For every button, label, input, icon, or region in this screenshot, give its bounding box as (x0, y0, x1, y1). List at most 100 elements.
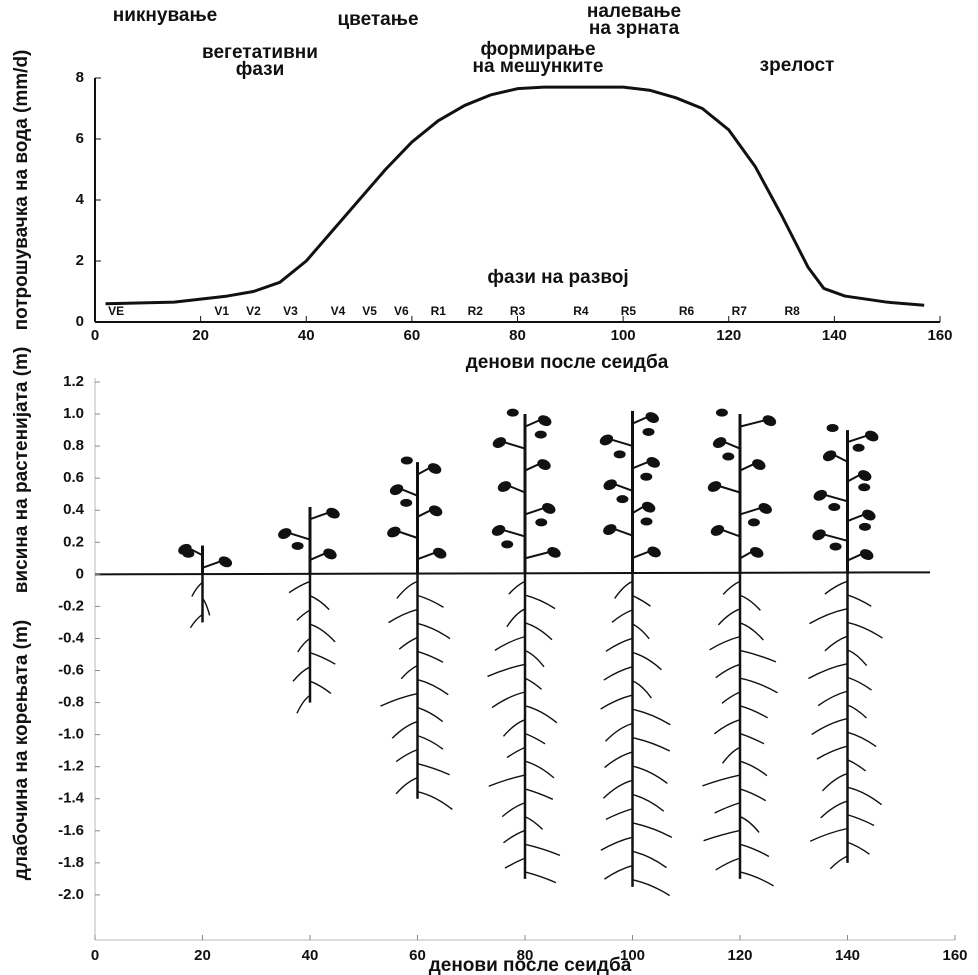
leaf-stalk (309, 512, 328, 521)
root-branch (721, 746, 741, 764)
root-branch (703, 829, 741, 842)
root-branch (391, 720, 418, 739)
phase-label: формирање (480, 39, 595, 60)
root-branch (189, 613, 203, 629)
stage-label: V3 (283, 304, 298, 318)
root-branch (309, 652, 336, 665)
root-branch (524, 677, 543, 690)
phase-label: зрелост (760, 55, 835, 76)
root-branch (632, 651, 662, 671)
root-branch (524, 594, 556, 610)
root-branch (400, 664, 418, 680)
root-branch (847, 676, 872, 691)
leaf (758, 503, 772, 514)
root-branch (503, 829, 526, 844)
leaf (858, 470, 872, 481)
phase-label: фази (236, 59, 285, 80)
leaf-stalk (632, 416, 647, 425)
y-tick-label: -0.2 (58, 597, 84, 614)
root-branch (614, 580, 633, 599)
stage-label: V2 (246, 304, 261, 318)
root-branch (739, 788, 767, 802)
root-branch (296, 609, 311, 621)
leaf (747, 518, 760, 527)
root-branch (632, 793, 665, 812)
x-tick-label: 60 (404, 327, 421, 344)
root-branch (506, 608, 526, 628)
leaf-stalk (739, 551, 752, 560)
leaf (326, 507, 340, 519)
x-tick-label: 160 (942, 947, 967, 964)
leaf-stalk (847, 553, 862, 562)
root-branch (632, 708, 671, 726)
root-branch (632, 822, 673, 839)
root-branch (395, 748, 418, 763)
leaf (389, 484, 404, 496)
root-branch (817, 690, 848, 707)
y-tick-label: 0.6 (63, 469, 84, 486)
leaf (858, 522, 871, 531)
leaf (178, 543, 192, 555)
leaf (433, 547, 447, 559)
root-branch (808, 662, 848, 680)
root-branch (715, 857, 741, 871)
root-branch (632, 595, 651, 607)
leaf (645, 412, 659, 423)
leaf (428, 505, 443, 517)
root-branch (604, 722, 633, 742)
leaf (641, 501, 656, 513)
leaf (722, 452, 735, 461)
y-tick-label: 2 (76, 252, 84, 269)
root-branch (602, 779, 633, 799)
root-branch (847, 594, 872, 607)
root-branch (829, 855, 848, 870)
root-branch (396, 580, 418, 599)
root-branch (380, 692, 418, 707)
root-branch (632, 680, 652, 699)
root-branch (524, 843, 561, 857)
leaf (616, 495, 629, 504)
root-branch (821, 772, 848, 792)
root-branch (809, 607, 848, 625)
leaf-stalk (399, 531, 418, 539)
leaf (599, 434, 614, 446)
root-branch (524, 788, 554, 800)
stage-label: V6 (394, 304, 409, 318)
root-branch (487, 663, 526, 678)
y-tick-label: -1.8 (58, 854, 84, 871)
x-axis-label: денови после сеидба (466, 352, 669, 373)
leaf-stalk (632, 551, 649, 559)
root-branch (191, 581, 203, 597)
root-branch (739, 594, 761, 611)
root-branch (524, 705, 558, 724)
phase-label: на зрната (589, 18, 680, 39)
leaf (278, 528, 292, 539)
leaf (501, 540, 514, 549)
root-branch (417, 734, 444, 750)
leaf (752, 459, 766, 470)
x-tick-label: 160 (927, 327, 952, 344)
root-branch (739, 732, 765, 745)
root-branch (632, 879, 671, 897)
root-branch (604, 751, 633, 769)
y-tick-label: -0.8 (58, 694, 84, 711)
root-branch (296, 694, 311, 714)
stage-title: фази на развој (487, 267, 628, 288)
leaf (492, 437, 507, 449)
y-axis-label: длабочина на корењата (m) (11, 620, 32, 880)
root-branch (611, 609, 633, 623)
root-branch (739, 843, 770, 858)
root-branch (847, 704, 867, 719)
root-branch (292, 666, 311, 682)
root-branch (632, 850, 667, 869)
root-branch (847, 649, 868, 667)
leaf-stalk (202, 560, 220, 569)
root-branch (824, 635, 848, 652)
root-branch (524, 760, 555, 779)
leaf-stalk (720, 485, 741, 494)
leaf (715, 408, 728, 417)
leaf (640, 472, 653, 481)
root-branch (604, 864, 633, 880)
root-branch (847, 759, 867, 772)
stage-label: R8 (784, 304, 800, 318)
